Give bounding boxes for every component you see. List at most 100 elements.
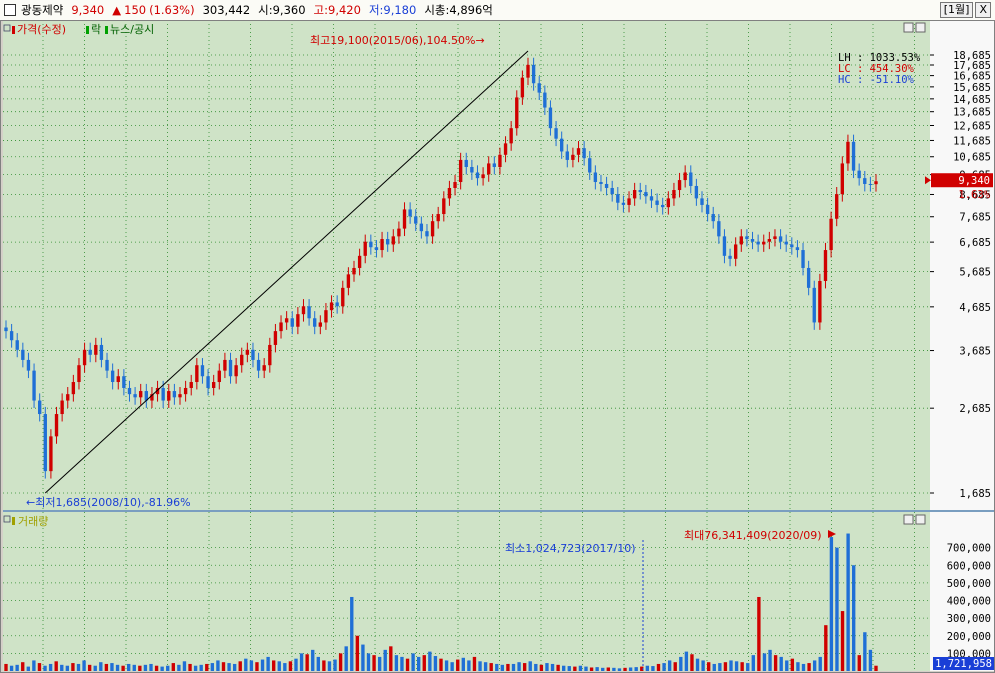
volume-panel-menu-icon[interactable] [3,515,11,523]
period-button[interactable]: [1월] [939,2,974,18]
candle-body [661,204,665,208]
price-axis-label: 10,685 [953,152,991,164]
volume-bar [467,660,471,671]
candle-body [200,365,205,377]
volume-bar [400,656,404,671]
candle-body [818,280,822,323]
candle-body [284,318,289,323]
volume-bar [76,663,81,671]
candle-body [795,247,800,251]
candle-body [689,172,693,186]
volume-bar [539,664,544,671]
volume-axis-label: 200,000 [947,631,991,643]
volume-bar [673,662,677,671]
volume-bar [762,653,767,671]
candle-body [122,376,126,388]
candle-body [419,223,424,232]
volume-bar [87,664,92,671]
candle-body [251,349,255,360]
volume-bar [785,660,789,671]
stock-name: 광동제약 [21,3,64,17]
volume-bar [874,665,878,671]
volume-panel-restore-button[interactable] [903,514,914,525]
price-axis-label: 18,685 [953,50,991,62]
select-checkbox[interactable] [4,4,16,16]
candle-body [4,327,8,332]
candle-body [374,247,379,251]
candle-body [71,382,76,395]
volume-bar [366,653,371,671]
volume-bar [188,663,192,671]
close-button[interactable]: X [975,2,991,18]
volume-bar [829,537,834,671]
price-panel-background [3,20,930,510]
candle-body [610,187,614,195]
min-volume-annotation: 최소1,024,723(2017/10) [505,542,636,555]
volume-bar [796,662,800,671]
candle-body [385,239,390,245]
candle-body [784,241,788,245]
candle-body [352,267,356,275]
volume-bar [327,661,332,671]
candle-body [582,148,586,159]
candle-body [705,204,710,215]
candle-body [846,141,850,164]
volume-bar [461,657,465,671]
volume-bar [255,662,259,671]
price-panel-restore-button[interactable] [903,22,914,33]
price-axis-label: 4,685 [959,302,991,314]
candle-body [576,148,581,155]
panel-menu-icon[interactable] [3,24,11,32]
volume-bar [589,667,594,671]
volume-bar [801,663,806,671]
axis-background [930,20,995,671]
price-axis-label: 15,685 [953,82,991,94]
volume-bar [389,646,393,671]
volume-bar [71,663,75,671]
legend-label: 락 [91,23,101,36]
volume-panel-close-button[interactable] [915,514,926,525]
candle-body [857,170,861,179]
volume-bar [528,661,532,671]
volume-bar [868,649,873,671]
candle-body [790,244,794,248]
volume-bar [305,654,309,671]
current-volume-tag: 1,721,958 [935,658,992,670]
candle-body [139,391,143,398]
volume-bar [9,665,14,671]
legend-swatch [12,26,15,34]
volume-bar [299,653,304,671]
candle-body [94,344,98,355]
candle-body [711,214,715,222]
candle-body [840,163,845,195]
volume-bar [456,659,460,671]
volume-bar [54,661,58,671]
candle-body [329,302,334,311]
price-axis-label: 17,685 [953,60,991,72]
candle-body [548,107,553,129]
volume-bar [517,662,521,671]
candle-body [127,387,132,395]
volume-bar [93,665,97,671]
candle-body [442,198,446,215]
stats-line: LC : 454.30% [838,63,915,75]
candle-body [290,318,294,327]
volume-legend-swatch [12,517,15,525]
candle-body [346,274,351,288]
max-volume-annotation: 최대76,341,409(2020/09) [684,529,822,542]
candle-body [262,365,266,371]
price-change: 150 [124,3,147,17]
volume-bar [15,664,19,671]
candle-body [515,97,519,129]
candle-body [475,172,480,179]
volume-bar [266,656,270,671]
volume-bar [411,653,415,671]
volume-bar [667,660,672,671]
volume-bar [840,611,845,671]
price-panel-close-button[interactable] [915,22,926,33]
volume-bar [740,662,744,671]
candle-body [829,218,833,251]
volume-panel-background [3,512,930,671]
candle-body [234,365,238,377]
candle-body [599,182,603,184]
